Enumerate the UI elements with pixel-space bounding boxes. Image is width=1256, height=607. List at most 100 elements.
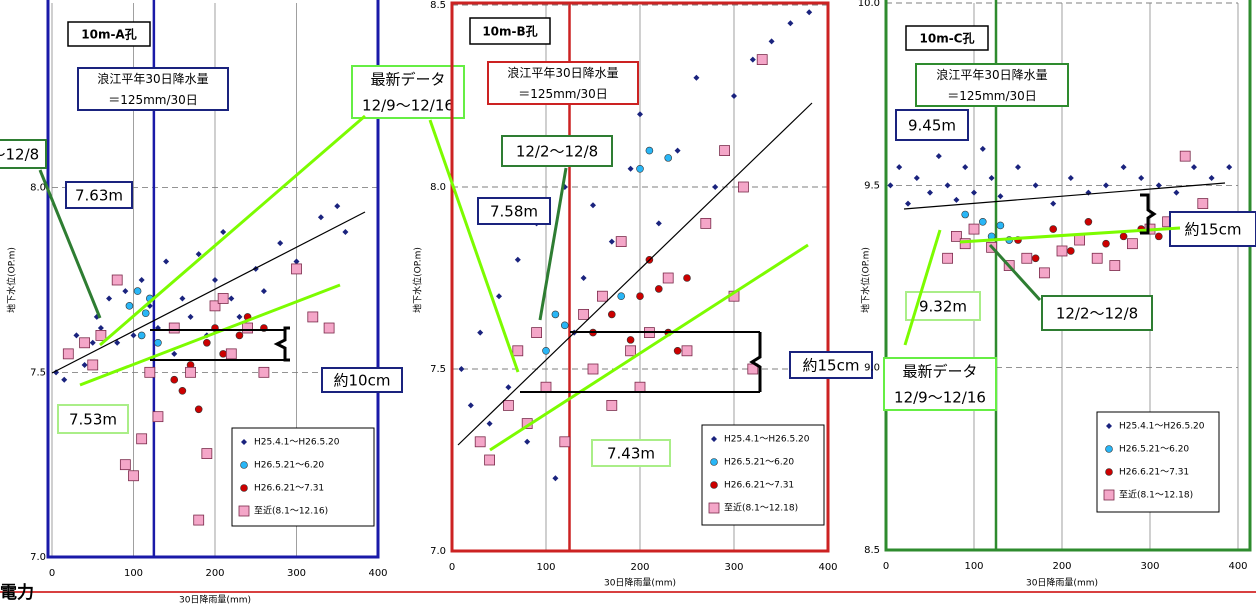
point <box>959 238 971 250</box>
point <box>978 218 987 226</box>
x-tick-label: 300 <box>287 568 306 579</box>
point <box>560 321 569 330</box>
point <box>1197 198 1209 209</box>
point <box>187 313 194 320</box>
point <box>217 293 229 304</box>
annotation-box <box>883 357 997 411</box>
point <box>178 386 187 395</box>
point <box>194 405 203 414</box>
point <box>1021 252 1033 264</box>
trend-line <box>51 211 366 374</box>
x-axis-label: 30日降雨量(mm) <box>179 594 251 606</box>
point <box>53 369 60 376</box>
legend-label: H26.6.21～7.31 <box>1119 468 1189 478</box>
point <box>988 175 995 182</box>
annotation-text: 浪江平年30日降水量 <box>507 65 618 80</box>
point <box>683 274 691 282</box>
point <box>467 402 474 409</box>
point <box>524 438 531 445</box>
point <box>768 38 775 45</box>
point <box>260 288 267 295</box>
point <box>627 165 634 172</box>
legend-marker <box>710 458 718 466</box>
annotation-text: 10m-A孔 <box>81 28 136 42</box>
arrow <box>903 229 942 346</box>
point <box>1067 175 1074 182</box>
point <box>144 366 156 378</box>
annotation-text: 9.45m <box>908 117 956 135</box>
point <box>617 292 626 301</box>
point <box>89 339 96 346</box>
annotation-text: 12/2～12/8 <box>0 146 39 164</box>
legend-marker <box>710 481 718 489</box>
point <box>242 322 254 334</box>
point <box>1031 254 1040 263</box>
point <box>953 196 960 203</box>
x-axis-label: 30日降雨量(mm) <box>1026 577 1098 589</box>
legend-label: 至近(8.1～12.18) <box>724 502 798 514</box>
annotation-text: 12/2～12/8 <box>1056 305 1138 323</box>
annotation-box <box>905 25 989 51</box>
annotation-text: 10m-C孔 <box>920 32 975 46</box>
arrow <box>38 169 102 319</box>
x-tick-label: 400 <box>1228 561 1247 572</box>
x-tick-label: 0 <box>449 562 455 573</box>
legend-label: H26.6.21～7.31 <box>724 481 794 491</box>
point <box>87 359 99 371</box>
point <box>636 292 644 301</box>
annotation-text: 最新データ <box>902 363 977 381</box>
arrow <box>988 243 1042 302</box>
point <box>125 302 134 310</box>
annotation-box <box>1169 211 1256 247</box>
x-tick-label: 100 <box>964 561 983 572</box>
point <box>291 263 302 275</box>
panel: 8.5 9.0 9.5 10.0 0 100 200 300 400 地下水位(OP.m) 30日降… <box>858 0 1256 589</box>
legend-marker <box>241 439 247 445</box>
legend-box <box>1096 411 1220 513</box>
point <box>896 164 903 171</box>
point <box>636 165 644 173</box>
point <box>228 295 235 302</box>
point <box>1155 232 1163 241</box>
point <box>137 331 146 340</box>
annotation-text: 最新データ <box>370 71 445 89</box>
x-tick-label: 100 <box>124 568 143 579</box>
point <box>1032 182 1039 189</box>
point <box>219 350 227 358</box>
legend-marker <box>1105 468 1113 476</box>
point <box>1120 164 1127 171</box>
annotation-text: 約10cm <box>334 372 391 390</box>
point <box>1091 252 1103 264</box>
annotation-box <box>895 109 969 141</box>
y-tick-label: 8.0 <box>30 183 46 194</box>
annotation-text: 約15cm <box>803 357 860 375</box>
point <box>179 295 186 302</box>
point <box>1084 218 1093 226</box>
point <box>235 331 244 340</box>
annotation-text: ＝125mm/30日 <box>947 89 1037 103</box>
legend-label: H26.5.21～6.20 <box>1119 445 1189 455</box>
point <box>119 459 131 471</box>
point <box>1074 234 1085 246</box>
point <box>927 189 933 196</box>
point <box>531 327 542 339</box>
point <box>719 145 730 157</box>
y-axis-label: 地下水位(OP.m) <box>6 247 18 313</box>
point <box>615 236 627 248</box>
point <box>293 258 300 265</box>
point <box>597 290 608 302</box>
point <box>1226 164 1233 171</box>
point <box>185 366 196 378</box>
x-axis-label: 30日降雨量(mm) <box>604 577 676 589</box>
point <box>1155 182 1162 189</box>
annotation-text: 12/9～12/16 <box>362 97 454 115</box>
annotation-box <box>915 63 1069 107</box>
legend-label: H26.5.21～6.20 <box>254 461 324 471</box>
point <box>540 381 552 393</box>
annotation-box <box>67 21 151 47</box>
legend-marker <box>240 484 248 492</box>
point <box>61 376 68 383</box>
point <box>1103 182 1109 189</box>
legend-box <box>701 424 825 526</box>
point <box>542 346 550 355</box>
